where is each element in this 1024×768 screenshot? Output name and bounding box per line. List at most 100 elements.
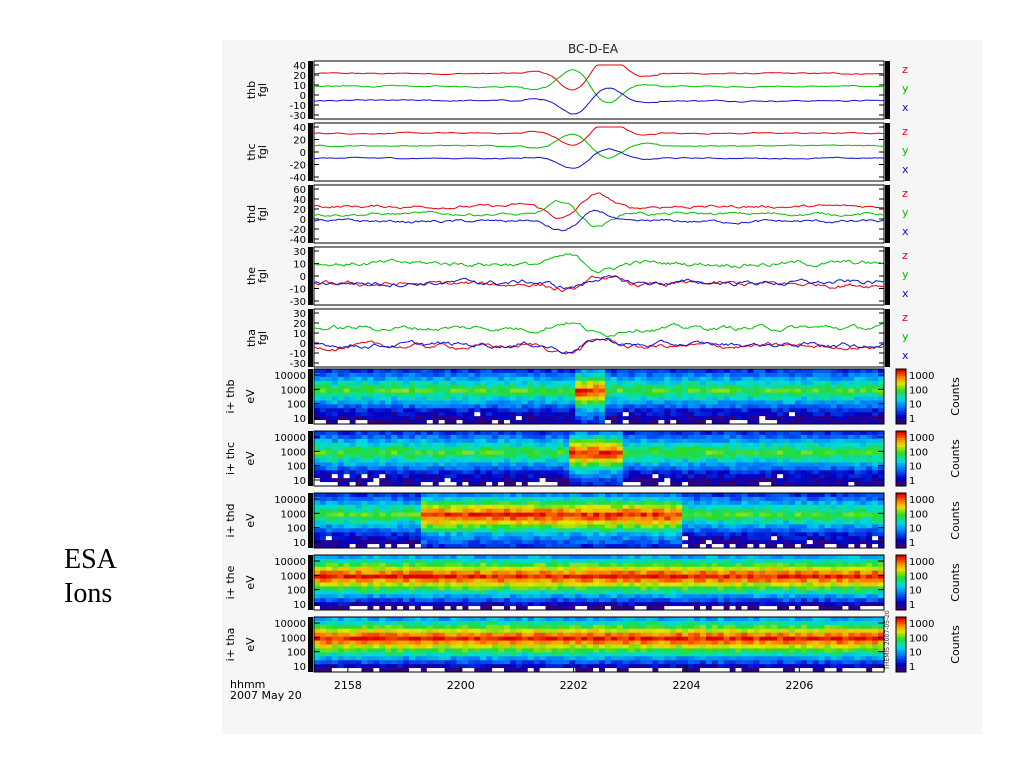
spectrogram-cell bbox=[688, 520, 695, 525]
spectrogram-cell bbox=[462, 570, 469, 576]
spectrogram-cell bbox=[688, 438, 695, 444]
spectrogram-cell bbox=[462, 396, 469, 401]
spectrogram-cell bbox=[753, 528, 760, 533]
spectrogram-cell bbox=[569, 482, 576, 487]
spectrogram-cell bbox=[682, 536, 689, 541]
spectrogram-cell bbox=[325, 504, 333, 510]
spectrogram-cell bbox=[397, 574, 404, 579]
spectrogram-cell bbox=[414, 496, 422, 502]
spectrogram-cell bbox=[319, 474, 327, 479]
spectrogram-cell bbox=[878, 493, 885, 498]
spectrogram-cell bbox=[432, 384, 440, 390]
spectrogram-cell bbox=[717, 512, 725, 517]
spectrogram-cell bbox=[498, 420, 505, 425]
spectrogram-cell bbox=[652, 500, 659, 506]
y-tick-label: 1000 bbox=[281, 385, 306, 396]
spectrogram-cell bbox=[717, 482, 725, 487]
spectrogram-cell bbox=[581, 434, 588, 440]
spectrogram-cell bbox=[355, 590, 362, 595]
spectrogram-cell bbox=[581, 408, 588, 413]
spectrogram-cell bbox=[409, 384, 416, 390]
spectrogram-cell bbox=[866, 438, 873, 444]
spectrogram-cell bbox=[860, 516, 867, 521]
spectrogram-cell bbox=[694, 478, 701, 483]
spectrogram-cell bbox=[759, 450, 766, 455]
spectrogram-cell bbox=[337, 404, 345, 409]
spectrogram-cell bbox=[670, 380, 677, 386]
spectrogram-cell bbox=[545, 496, 552, 502]
spectrogram-cell bbox=[628, 376, 636, 382]
spectrogram-cell bbox=[800, 408, 808, 413]
spectrogram-cell bbox=[741, 404, 748, 409]
spectrogram-cell bbox=[711, 420, 719, 425]
spectrogram-cell bbox=[646, 392, 653, 397]
spectrogram-cell bbox=[575, 412, 582, 417]
spectrogram-cell bbox=[379, 524, 386, 529]
legend-y: y bbox=[902, 144, 909, 157]
spectrogram-cell bbox=[379, 598, 386, 603]
spectrogram-cell bbox=[569, 500, 576, 506]
spectrogram-cell bbox=[533, 570, 541, 576]
spectrogram-cell bbox=[385, 504, 392, 510]
spectrogram-cell bbox=[403, 438, 410, 444]
spectrogram-cell bbox=[842, 400, 849, 405]
spectrogram-cell bbox=[818, 520, 826, 525]
spectrogram-cell bbox=[319, 528, 327, 533]
spectrogram-cell bbox=[563, 482, 570, 487]
spectrogram-cell bbox=[563, 512, 570, 517]
spectrogram-cell bbox=[664, 384, 671, 390]
spectrogram-cell bbox=[456, 586, 463, 591]
spectrogram-cell bbox=[444, 450, 451, 455]
spectrogram-cell bbox=[604, 462, 612, 467]
spectrogram-cell bbox=[349, 558, 356, 564]
spectrogram-cell bbox=[616, 493, 624, 498]
spectrogram-cell bbox=[699, 376, 707, 382]
spectrogram-cell bbox=[878, 470, 885, 475]
spectrogram-cell bbox=[581, 532, 588, 537]
spectrogram-cell bbox=[343, 544, 351, 549]
spectrogram-cell bbox=[438, 376, 446, 382]
spectrogram-cell bbox=[373, 380, 380, 386]
spectrogram-cell bbox=[343, 602, 351, 607]
spectrogram-cell bbox=[872, 372, 879, 378]
spectrogram-cell bbox=[860, 496, 867, 502]
spectrogram-cell bbox=[640, 512, 647, 517]
spectrogram-cell bbox=[794, 434, 802, 440]
spectrogram-cell bbox=[581, 470, 588, 475]
spectrogram-cell bbox=[688, 404, 695, 409]
spectrogram-cell bbox=[872, 400, 879, 405]
spectrogram-cell bbox=[319, 606, 327, 611]
spectrogram-cell bbox=[539, 474, 546, 479]
spectrogram-cell bbox=[361, 516, 368, 521]
spectrogram-cell bbox=[622, 496, 630, 502]
spectrogram-cell bbox=[551, 594, 558, 599]
spectrogram-cell bbox=[486, 482, 493, 487]
caption-line-ions: Ions bbox=[64, 578, 113, 609]
spectrogram-cell bbox=[403, 536, 410, 541]
spectrogram-cell bbox=[385, 528, 392, 533]
spectrogram-cell bbox=[741, 470, 748, 475]
spectrogram-cell bbox=[343, 536, 351, 541]
colorbar-cell bbox=[896, 442, 906, 446]
spectrogram-cell bbox=[397, 404, 404, 409]
spectrogram-cell bbox=[314, 408, 321, 413]
spectrogram-cell bbox=[705, 524, 713, 529]
spectrogram-cell bbox=[723, 493, 731, 498]
spectrogram-cell bbox=[563, 369, 570, 374]
spectrogram-cell bbox=[486, 416, 493, 421]
spectrogram-cell bbox=[432, 482, 440, 487]
spectrogram-cell bbox=[729, 400, 736, 405]
spectrogram-cell bbox=[800, 508, 808, 514]
spectrogram-cell bbox=[527, 512, 535, 517]
spectrogram-cell bbox=[444, 598, 451, 603]
spectrogram-cell bbox=[373, 500, 380, 506]
spectrogram-cell bbox=[361, 446, 368, 452]
spectrogram-cell bbox=[848, 462, 855, 467]
spectrogram-cell bbox=[824, 536, 831, 541]
spectrogram-cell bbox=[604, 392, 612, 397]
colorbar-cell bbox=[896, 536, 906, 540]
y-label-probe: i+ thd bbox=[224, 503, 237, 537]
spectrogram-cell bbox=[593, 528, 600, 533]
spectrogram-cell bbox=[860, 412, 867, 417]
spectrogram-cell bbox=[468, 520, 475, 525]
